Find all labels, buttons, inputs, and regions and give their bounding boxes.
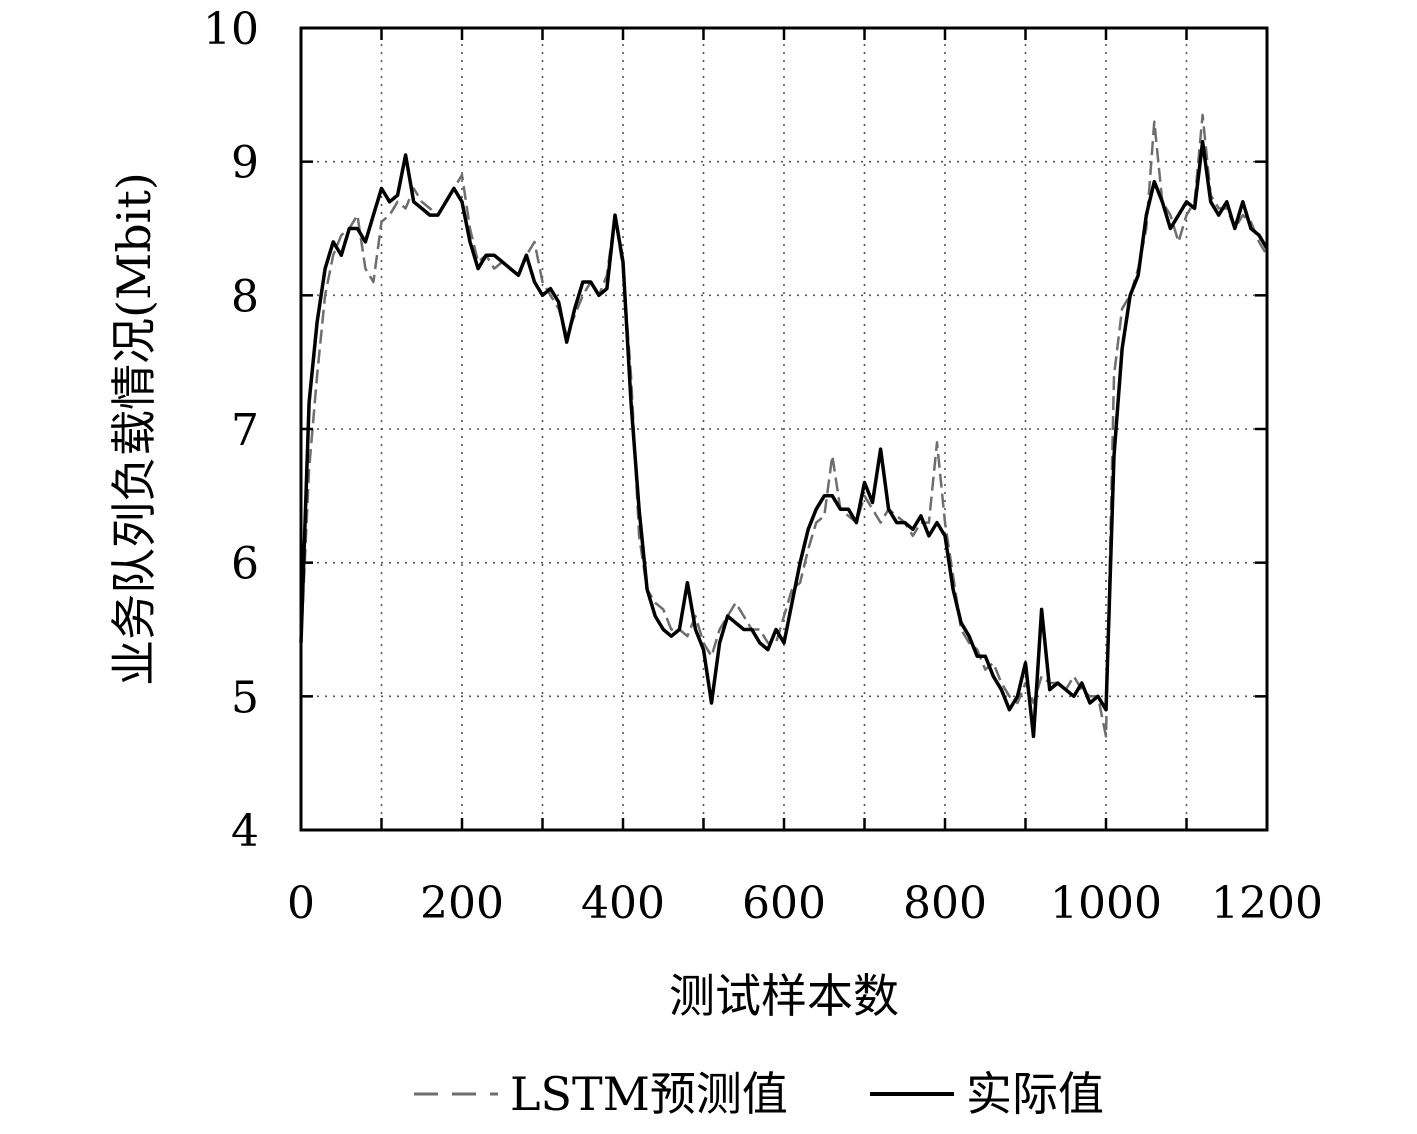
y-tick-label: 7 — [231, 405, 259, 456]
series-lines — [299, 113, 1269, 739]
x-axis-title: 测试样本数 — [669, 969, 899, 1023]
axis-ticks — [301, 28, 1267, 830]
y-tick-labels: 4 5 6 7 8 9 10 — [203, 4, 259, 857]
series-line-lstm-predicted — [299, 113, 1269, 738]
y-tick-label: 10 — [203, 4, 259, 55]
y-tick-label: 8 — [231, 271, 259, 322]
x-tick-label: 400 — [581, 878, 665, 929]
y-axis-title: 业务队列负载情况(Mbit) — [107, 172, 161, 686]
x-tick-label: 1200 — [1211, 878, 1323, 929]
grid-lines — [301, 28, 1267, 830]
legend-label: LSTM预测值 — [510, 1067, 788, 1121]
x-tick-labels: 0 200 400 600 800 1000 1200 — [287, 878, 1323, 929]
y-tick-label: 4 — [231, 806, 259, 857]
legend-item: LSTM预测值 — [414, 1067, 788, 1121]
y-tick-label: 5 — [231, 672, 259, 723]
legend-item: 实际值 — [870, 1067, 1104, 1121]
x-tick-label: 1000 — [1050, 878, 1162, 929]
series-line-actual — [299, 139, 1269, 739]
legend: LSTM预测值 实际值 — [414, 1067, 1104, 1121]
x-tick-label: 800 — [903, 878, 987, 929]
x-tick-label: 0 — [287, 878, 315, 929]
legend-label: 实际值 — [966, 1067, 1104, 1121]
y-tick-label: 9 — [231, 138, 259, 189]
x-tick-label: 600 — [742, 878, 826, 929]
x-tick-label: 200 — [420, 878, 504, 929]
y-tick-label: 6 — [231, 539, 259, 590]
